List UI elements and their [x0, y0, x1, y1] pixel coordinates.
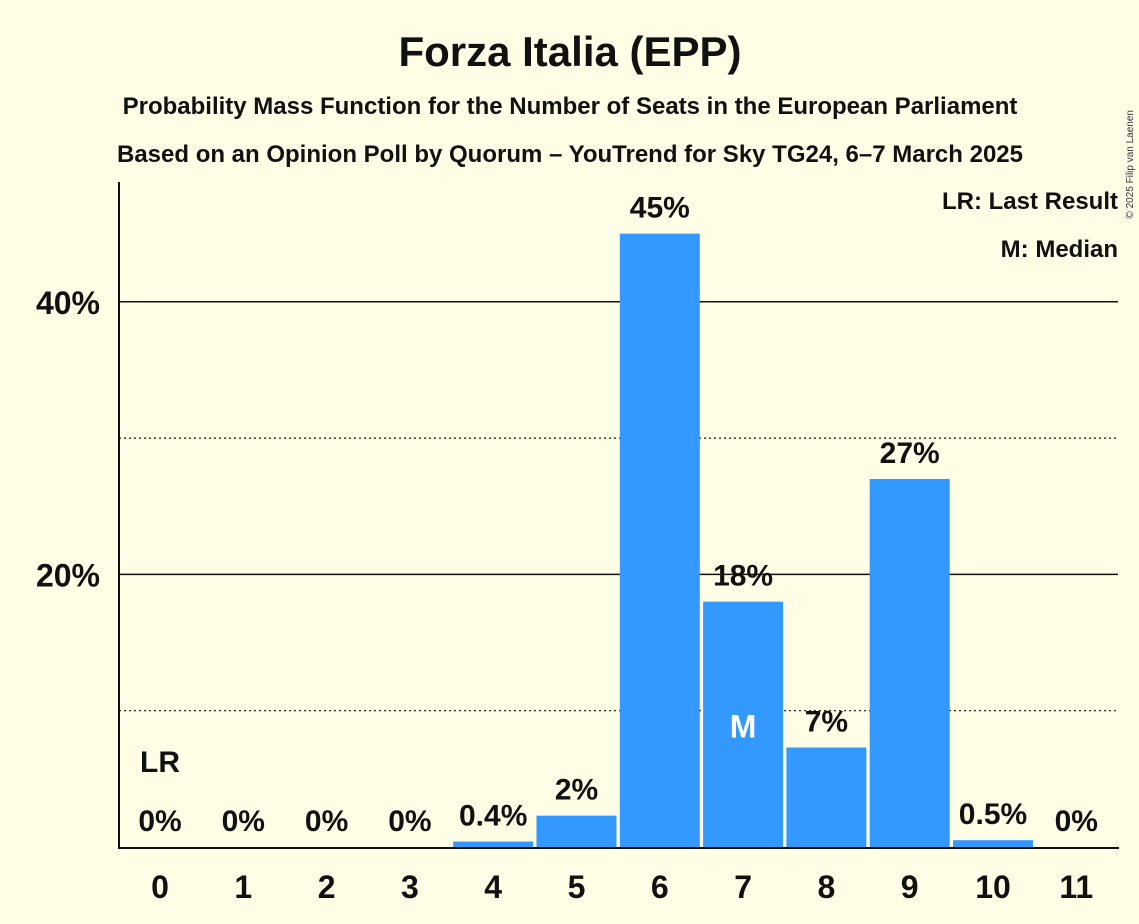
- bar-value-label: 0%: [138, 805, 181, 838]
- x-tick-label: 1: [234, 869, 252, 905]
- bars: [453, 233, 1033, 847]
- x-tick-label: 0: [151, 869, 169, 905]
- bar-value-label: 7%: [805, 706, 848, 739]
- y-axis-ticks: 20% 40%: [36, 285, 100, 594]
- x-tick-label: 10: [975, 869, 1011, 905]
- x-tick-label: 3: [401, 869, 419, 905]
- bar-value-label: 27%: [880, 437, 940, 470]
- bar-seats-9: [869, 478, 950, 847]
- value-labels: 0% 0% 0% 0% 0.4% 2% 45% 18% 7% 27% 0.5% 0% M LR: [138, 192, 1098, 838]
- copyright-note: © 2025 Filip van Laenen: [1125, 110, 1136, 219]
- x-axis-ticks: 0 1 2 3 4 5 6 7 8 9 10 11: [151, 869, 1093, 905]
- x-tick-label: 4: [484, 869, 502, 905]
- chart-subtitle: Probability Mass Function for the Number…: [123, 93, 1018, 120]
- x-tick-label: 6: [651, 869, 669, 905]
- bar-value-label: 18%: [713, 560, 773, 593]
- x-tick-label: 2: [318, 869, 336, 905]
- bar-value-label: 45%: [630, 192, 690, 225]
- bar-value-label: 0%: [222, 805, 265, 838]
- bar-seats-10: [953, 840, 1033, 847]
- bar-value-label: 0%: [388, 805, 431, 838]
- legend-median: M: Median: [1001, 236, 1118, 263]
- legend-last-result: LR: Last Result: [942, 188, 1118, 215]
- bar-value-label: 0%: [1055, 805, 1098, 838]
- bar-value-label: 0%: [305, 805, 348, 838]
- x-tick-label: 11: [1059, 869, 1093, 905]
- y-tick-label: 20%: [36, 557, 100, 593]
- last-result-marker: LR: [140, 746, 180, 779]
- bar-seats-4: [453, 841, 534, 847]
- bar-seats-6: [619, 233, 700, 847]
- bar-value-label: 0.5%: [959, 798, 1027, 831]
- x-tick-label: 9: [901, 869, 919, 905]
- x-tick-label: 5: [568, 869, 586, 905]
- median-marker: M: [730, 709, 757, 745]
- grid: [119, 301, 1118, 712]
- x-tick-label: 8: [818, 869, 836, 905]
- bar-seats-5: [536, 815, 617, 847]
- chart-title: Forza Italia (EPP): [398, 28, 741, 75]
- y-tick-label: 40%: [36, 285, 100, 321]
- bar-value-label: 0.4%: [459, 800, 527, 833]
- bar-seats-8: [786, 747, 867, 847]
- x-tick-label: 7: [734, 869, 752, 905]
- chart-subtitle-poll: Based on an Opinion Poll by Quorum – You…: [117, 141, 1023, 168]
- bar-value-label: 2%: [555, 774, 598, 807]
- bar-seats-7: [703, 601, 784, 847]
